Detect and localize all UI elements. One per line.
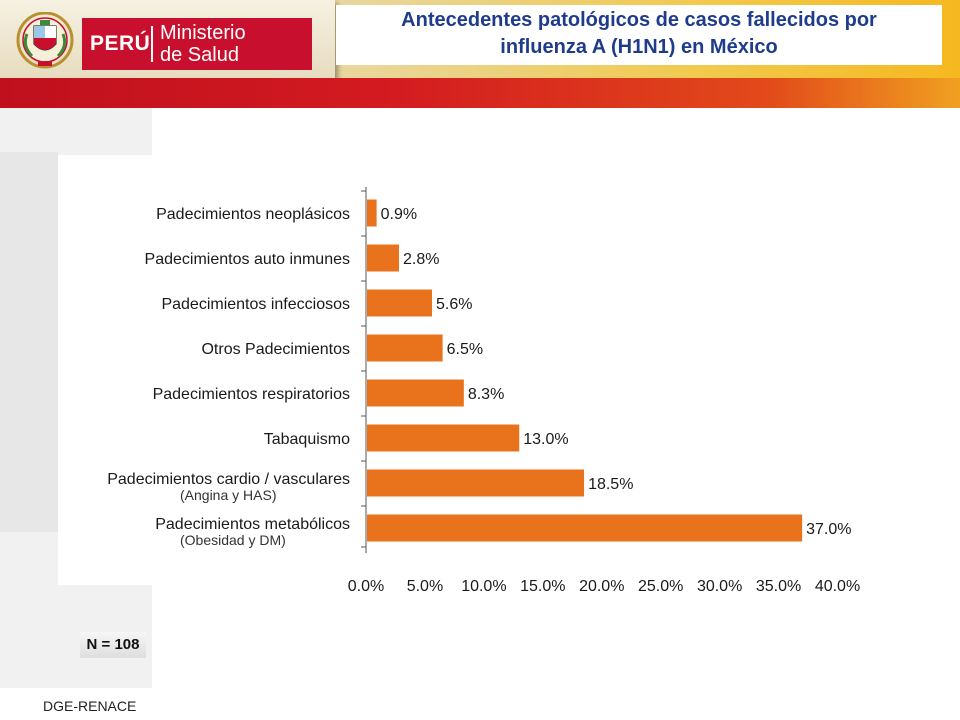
bar bbox=[367, 514, 803, 542]
header-band bbox=[0, 78, 960, 108]
data-label: 6.5% bbox=[447, 341, 483, 358]
bar bbox=[367, 199, 377, 227]
source-label: DGE-RENACE bbox=[43, 698, 137, 714]
x-tick-label: 20.0% bbox=[579, 578, 624, 595]
category-label: Tabaquismo bbox=[264, 431, 350, 448]
bar bbox=[367, 469, 585, 497]
x-tick-label: 40.0% bbox=[815, 578, 860, 595]
x-tick-label: 25.0% bbox=[638, 578, 683, 595]
bar bbox=[367, 334, 443, 362]
title-line-2: influenza A (H1N1) en México bbox=[500, 36, 778, 58]
header: PERÚ Ministerio de Salud Antecedentes pa… bbox=[0, 0, 960, 108]
bar bbox=[367, 379, 464, 407]
sample-size-badge: N = 108 bbox=[80, 632, 146, 658]
data-label: 8.3% bbox=[468, 386, 504, 403]
bar bbox=[367, 289, 433, 317]
brand-ministry: Ministerio de Salud bbox=[160, 22, 310, 66]
data-label: 13.0% bbox=[523, 431, 568, 448]
brand-ministry-line1: Ministerio bbox=[160, 22, 246, 44]
category-label: Padecimientos metabólicos bbox=[155, 516, 350, 533]
brand-country: PERÚ bbox=[90, 32, 151, 55]
category-label: Padecimientos cardio / vasculares bbox=[107, 471, 350, 488]
x-tick-label: 5.0% bbox=[407, 578, 443, 595]
data-label: 37.0% bbox=[806, 521, 851, 538]
brand-divider bbox=[151, 26, 153, 62]
x-tick-label: 30.0% bbox=[697, 578, 742, 595]
title-line-1: Antecedentes patológicos de casos fallec… bbox=[401, 9, 877, 31]
chart-area bbox=[58, 155, 942, 585]
bar bbox=[367, 424, 520, 452]
category-sublabel: (Angina y HAS) bbox=[180, 487, 276, 503]
category-label: Padecimientos neoplásicos bbox=[156, 206, 350, 223]
x-tick-label: 0.0% bbox=[348, 578, 384, 595]
data-label: 5.6% bbox=[436, 296, 472, 313]
category-label: Padecimientos auto inmunes bbox=[145, 251, 350, 268]
title-box: Antecedentes patológicos de casos fallec… bbox=[336, 5, 942, 65]
category-label: Otros Padecimientos bbox=[201, 341, 350, 358]
x-tick-label: 10.0% bbox=[461, 578, 506, 595]
bar bbox=[367, 244, 400, 272]
category-label: Padecimientos infecciosos bbox=[161, 296, 350, 313]
data-label: 2.8% bbox=[403, 251, 439, 268]
logo-panel: PERÚ Ministerio de Salud bbox=[0, 0, 335, 78]
brand-ministry-line2: de Salud bbox=[160, 44, 239, 66]
coat-of-arms-icon bbox=[16, 12, 74, 69]
brand-box: PERÚ Ministerio de Salud bbox=[82, 18, 312, 70]
x-tick-label: 15.0% bbox=[520, 578, 565, 595]
left-decor-strip-inner bbox=[0, 152, 58, 532]
data-label: 18.5% bbox=[588, 476, 633, 493]
page-title: Antecedentes patológicos de casos fallec… bbox=[336, 7, 942, 61]
data-label: 0.9% bbox=[381, 206, 417, 223]
x-tick-label: 35.0% bbox=[756, 578, 801, 595]
category-sublabel: (Obesidad y DM) bbox=[180, 532, 286, 548]
category-label: Padecimientos respiratorios bbox=[153, 386, 350, 403]
